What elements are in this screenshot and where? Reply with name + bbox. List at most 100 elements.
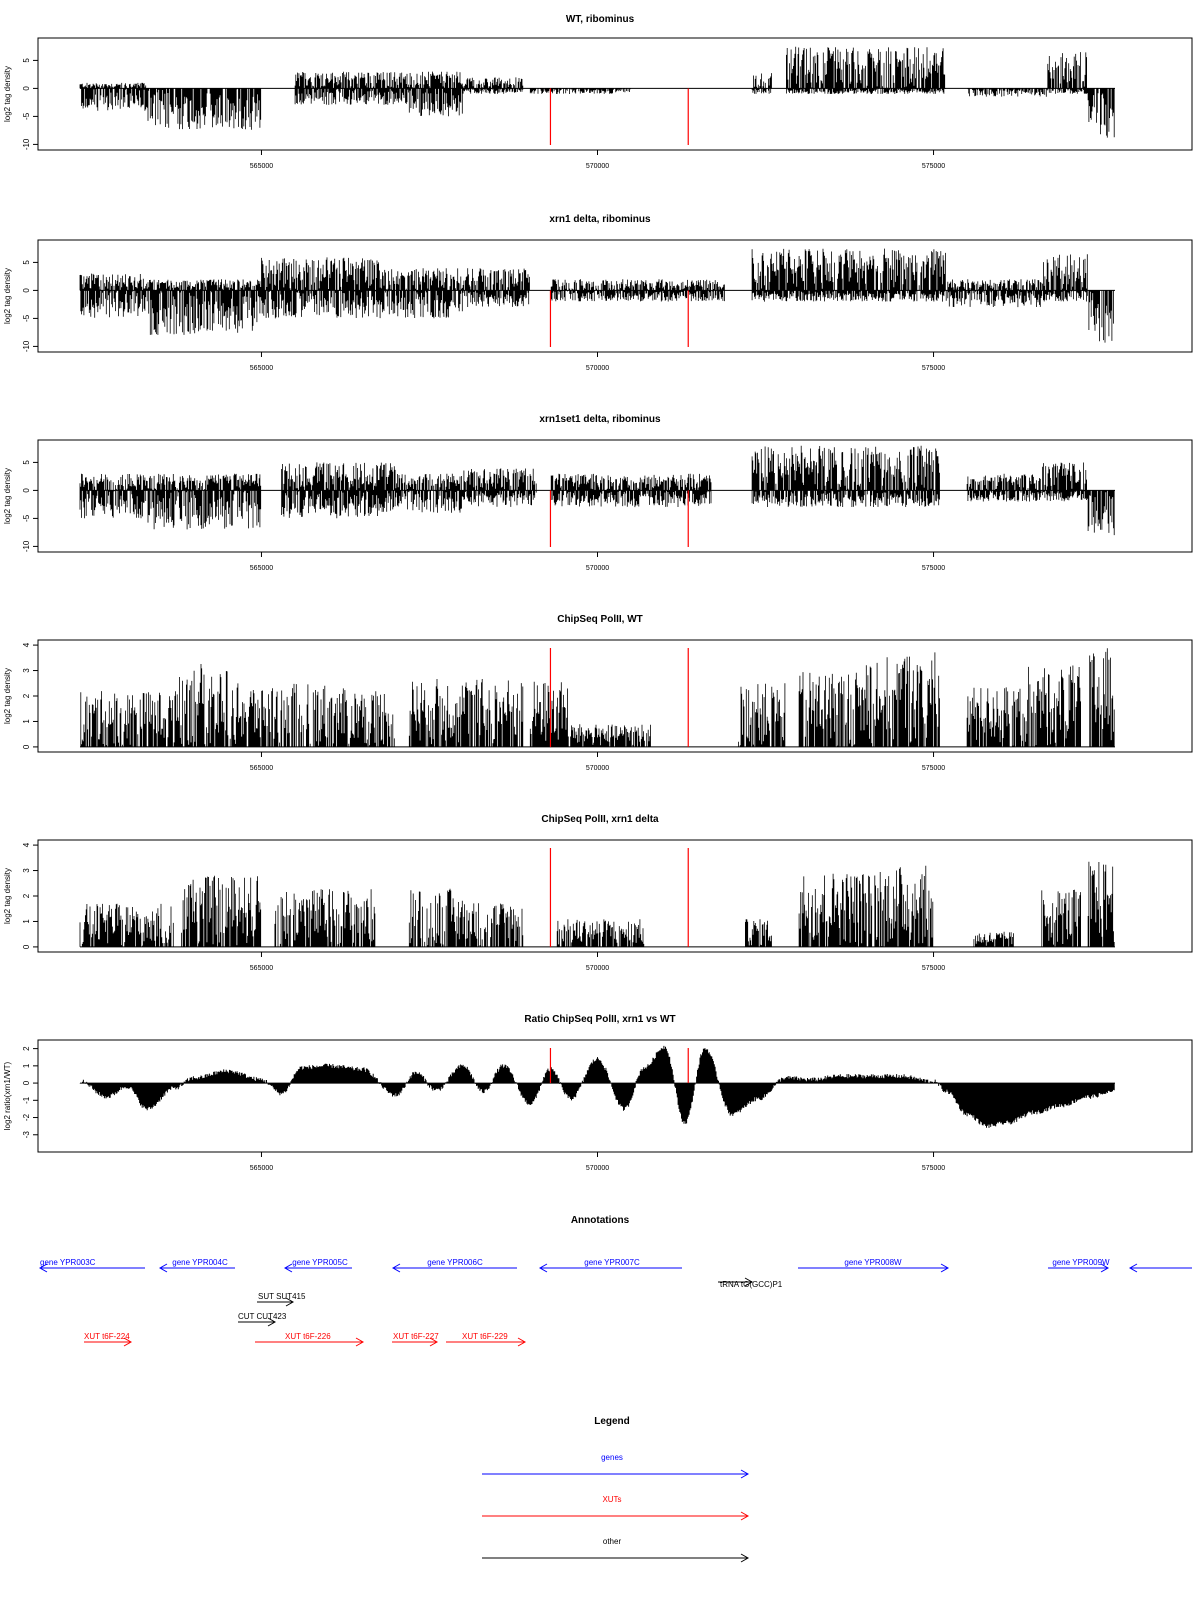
arrow-head bbox=[123, 1337, 133, 1347]
chart-title: WT, ribominus bbox=[566, 14, 635, 25]
y-tick-label: -2 bbox=[22, 1113, 31, 1121]
legend-label: other bbox=[603, 1537, 622, 1546]
chart-title: xrn1 delta, ribominus bbox=[549, 214, 651, 225]
annotation-gene: gene YPR008W bbox=[798, 1258, 950, 1273]
arrow-head bbox=[1100, 1263, 1110, 1273]
arrow-head bbox=[283, 1263, 293, 1273]
arrow-head bbox=[940, 1263, 950, 1273]
annotation-label: XUT t6F-226 bbox=[285, 1332, 331, 1341]
y-axis-label: log2 ratio(xrn1/WT) bbox=[3, 1061, 12, 1130]
x-tick-label: 570000 bbox=[586, 1165, 609, 1172]
annotation-xut: XUT t6F-224 bbox=[84, 1332, 133, 1347]
arrow-head bbox=[1128, 1263, 1138, 1273]
ratio-area bbox=[79, 1045, 1115, 1128]
legend-arrow-head bbox=[740, 1511, 750, 1521]
y-tick-label: 3 bbox=[22, 868, 31, 873]
legend-label: XUTs bbox=[602, 1495, 621, 1504]
y-tick-label: 0 bbox=[22, 86, 31, 91]
y-tick-label: 4 bbox=[22, 642, 31, 647]
chart-panel-5: Ratio ChipSeq PolII, xrn1 vs WT log2 rati… bbox=[3, 1014, 1193, 1172]
chart-title: ChipSeq PolII, xrn1 delta bbox=[541, 814, 659, 825]
y-tick-label: 1 bbox=[22, 919, 31, 924]
chart-panel-1: xrn1 delta, ribominus log2 tag density -10… bbox=[3, 214, 1193, 372]
x-tick-label: 570000 bbox=[586, 365, 609, 372]
y-tick-label: 2 bbox=[22, 693, 31, 698]
data-bars bbox=[79, 861, 1115, 947]
data-bars bbox=[80, 648, 1115, 747]
x-tick-label: 575000 bbox=[922, 365, 945, 372]
chart-title: Ratio ChipSeq PolII, xrn1 vs WT bbox=[524, 1014, 675, 1025]
arrow-head bbox=[355, 1337, 365, 1347]
arrow-head bbox=[158, 1263, 168, 1273]
data-bars bbox=[79, 248, 1114, 343]
annotation-label: gene YPR008W bbox=[844, 1258, 902, 1267]
x-tick-label: 570000 bbox=[586, 965, 609, 972]
arrow-head bbox=[285, 1297, 295, 1307]
x-tick-label: 570000 bbox=[586, 565, 609, 572]
arrow-head bbox=[517, 1337, 527, 1347]
y-tick-label: -10 bbox=[22, 340, 31, 352]
annotation-label: SUT SUT415 bbox=[258, 1292, 306, 1301]
chart-panel-0: WT, ribominus log2 tag density -10 -5 0 5 5650… bbox=[3, 14, 1193, 170]
annotation-label: gene YPR007C bbox=[584, 1258, 640, 1267]
x-tick-label: 565000 bbox=[250, 365, 273, 372]
x-tick-label: 570000 bbox=[586, 163, 609, 170]
y-tick-label: 4 bbox=[22, 842, 31, 847]
arrow-head bbox=[538, 1263, 548, 1273]
annotation-label: gene YPR005C bbox=[292, 1258, 348, 1267]
annotation-label: gene YPR006C bbox=[427, 1258, 483, 1267]
annotation-other: tRNA tG(GCC)P1 bbox=[718, 1277, 783, 1289]
y-axis-label: log2 tag density bbox=[3, 66, 12, 122]
x-tick-label: 570000 bbox=[586, 765, 609, 772]
y-tick-label: 2 bbox=[22, 1046, 31, 1051]
y-tick-label: -5 bbox=[22, 314, 31, 322]
annotation-label: XUT t6F-224 bbox=[84, 1332, 130, 1341]
chart-panel-2: xrn1set1 delta, ribominus log2 tag densit… bbox=[3, 414, 1193, 572]
annotation-label: CUT CUT423 bbox=[238, 1312, 287, 1321]
arrow-head bbox=[391, 1263, 401, 1273]
annotation-gene: gene YPR006C bbox=[391, 1258, 517, 1273]
annotations-title: Annotations bbox=[571, 1215, 630, 1226]
legend-arrow-head bbox=[740, 1469, 750, 1479]
y-tick-label: -5 bbox=[22, 112, 31, 120]
y-tick-label: 0 bbox=[22, 288, 31, 293]
annotation-gene: gene YPR007C bbox=[538, 1258, 682, 1273]
arrow-head bbox=[38, 1263, 48, 1273]
x-tick-label: 565000 bbox=[250, 1165, 273, 1172]
y-tick-label: -1 bbox=[22, 1096, 31, 1104]
annotation-xut: XUT t6F-226 bbox=[255, 1332, 365, 1347]
y-tick-label: 0 bbox=[22, 1080, 31, 1085]
y-tick-label: -5 bbox=[22, 514, 31, 522]
annotation-gene: gene YPR009W bbox=[1048, 1258, 1110, 1273]
legend: Legend genes XUTs other bbox=[482, 1416, 750, 1563]
annotation-xut: XUT t6F-229 bbox=[446, 1332, 527, 1347]
x-tick-label: 575000 bbox=[922, 565, 945, 572]
y-tick-label: 0 bbox=[22, 488, 31, 493]
plot-frame bbox=[37, 1039, 1193, 1153]
y-tick-label: 1 bbox=[22, 1063, 31, 1068]
arrow-head bbox=[429, 1337, 439, 1347]
y-tick-label: -3 bbox=[22, 1131, 31, 1139]
chart-title: ChipSeq PolII, WT bbox=[557, 614, 643, 625]
annotation-label: XUT t6F-227 bbox=[393, 1332, 439, 1341]
y-tick-label: 0 bbox=[22, 744, 31, 749]
arrow-head bbox=[744, 1277, 754, 1287]
x-tick-label: 575000 bbox=[922, 163, 945, 170]
chart-panel-4: ChipSeq PolII, xrn1 delta log2 tag densit… bbox=[3, 814, 1193, 972]
x-tick-label: 575000 bbox=[922, 1165, 945, 1172]
arrow-head bbox=[267, 1317, 277, 1327]
annotation-label: gene YPR004C bbox=[172, 1258, 228, 1267]
y-axis-label: log2 tag density bbox=[3, 268, 12, 324]
y-tick-label: -10 bbox=[22, 138, 31, 150]
legend-title: Legend bbox=[594, 1416, 630, 1427]
y-tick-label: -10 bbox=[22, 540, 31, 552]
chart-title: xrn1set1 delta, ribominus bbox=[539, 414, 661, 425]
y-axis-label: log2 tag density bbox=[3, 668, 12, 724]
x-tick-label: 565000 bbox=[250, 765, 273, 772]
x-tick-label: 565000 bbox=[250, 565, 273, 572]
annotation-gene: gene YPR004C bbox=[158, 1258, 235, 1273]
plot-frame bbox=[37, 439, 1193, 553]
annotation-other: CUT CUT423 bbox=[238, 1312, 287, 1327]
annotation-gene: gene YPR005C bbox=[283, 1258, 352, 1273]
